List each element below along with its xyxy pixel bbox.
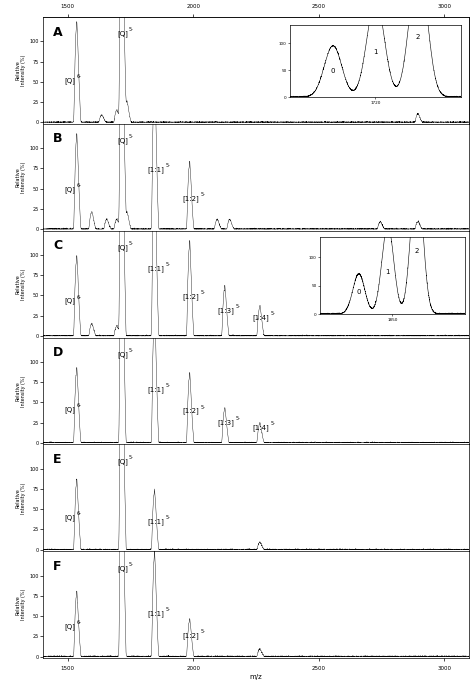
Text: 5-: 5- (129, 562, 134, 567)
Y-axis label: Relative
Intensity (%): Relative Intensity (%) (16, 55, 27, 86)
Text: [1:2]: [1:2] (182, 195, 199, 202)
Text: [Q]: [Q] (65, 515, 76, 521)
Text: 5-: 5- (129, 27, 134, 33)
Text: [Q]: [Q] (65, 406, 76, 413)
Text: F: F (53, 560, 62, 573)
Text: [1:2]: [1:2] (182, 293, 199, 299)
Y-axis label: Relative
Intensity (%): Relative Intensity (%) (16, 162, 27, 193)
Text: [1:2]: [1:2] (182, 408, 199, 415)
Text: [1:3]: [1:3] (218, 419, 234, 426)
Text: 6-: 6- (76, 620, 81, 625)
Text: 5-: 5- (271, 421, 276, 426)
Text: 5-: 5- (165, 164, 171, 168)
Text: [1:1]: [1:1] (147, 610, 164, 617)
Text: [1:4]: [1:4] (253, 314, 269, 321)
Text: 5-: 5- (271, 311, 276, 316)
Y-axis label: Relative
Intensity (%): Relative Intensity (%) (16, 375, 27, 406)
Y-axis label: Relative
Intensity (%): Relative Intensity (%) (16, 589, 27, 621)
Text: [Q]: [Q] (65, 186, 76, 193)
Text: 6-: 6- (76, 295, 81, 299)
Text: 5-: 5- (201, 404, 206, 410)
Text: [1:4]: [1:4] (253, 424, 269, 430)
Text: 5-: 5- (236, 416, 241, 421)
Text: [1:1]: [1:1] (147, 386, 164, 393)
Text: D: D (53, 346, 64, 359)
Text: 5-: 5- (129, 455, 134, 460)
Text: 5-: 5- (201, 629, 206, 634)
Text: A: A (53, 26, 63, 39)
Text: [1:1]: [1:1] (147, 518, 164, 524)
Text: 5-: 5- (129, 348, 134, 353)
Text: [Q]: [Q] (118, 351, 128, 358)
Text: [1:3]: [1:3] (218, 308, 234, 314)
Text: 5-: 5- (165, 515, 171, 520)
Text: 6-: 6- (76, 183, 81, 188)
Text: C: C (53, 239, 63, 252)
Y-axis label: Relative
Intensity (%): Relative Intensity (%) (16, 269, 27, 300)
Text: [1:2]: [1:2] (182, 632, 199, 639)
Text: B: B (53, 132, 63, 145)
Text: 5-: 5- (165, 607, 171, 612)
Text: [Q]: [Q] (118, 244, 128, 251)
Y-axis label: Relative
Intensity (%): Relative Intensity (%) (16, 482, 27, 514)
Text: 6-: 6- (76, 74, 81, 79)
Text: [Q]: [Q] (118, 565, 128, 572)
Text: [Q]: [Q] (65, 297, 76, 304)
Text: 5-: 5- (236, 304, 241, 309)
Text: 5-: 5- (165, 383, 171, 388)
Text: 5-: 5- (201, 192, 206, 196)
Text: 5-: 5- (129, 241, 134, 246)
Text: 6-: 6- (76, 403, 81, 408)
Text: 5-: 5- (129, 134, 134, 139)
Text: 6-: 6- (76, 512, 81, 516)
Text: E: E (53, 453, 62, 466)
Text: [Q]: [Q] (118, 31, 128, 38)
Text: [1:1]: [1:1] (147, 265, 164, 272)
Text: [Q]: [Q] (65, 623, 76, 629)
Text: 5-: 5- (165, 262, 171, 267)
Text: [1:1]: [1:1] (147, 166, 164, 173)
Text: 5-: 5- (201, 290, 206, 295)
Text: [Q]: [Q] (118, 137, 128, 144)
Text: [Q]: [Q] (118, 458, 128, 464)
Text: [Q]: [Q] (65, 78, 76, 85)
X-axis label: m/z: m/z (250, 674, 262, 679)
